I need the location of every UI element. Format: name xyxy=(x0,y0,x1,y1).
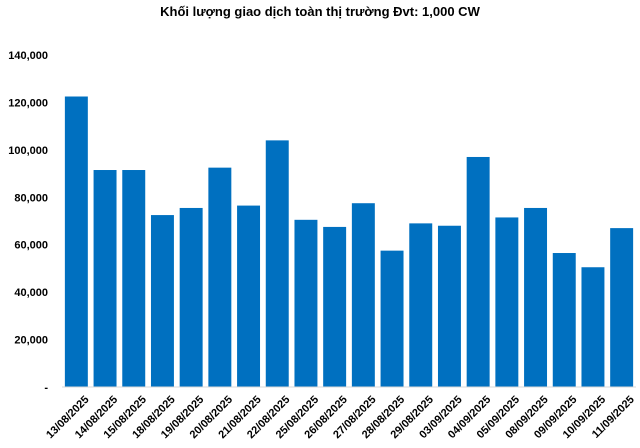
bar xyxy=(122,170,146,387)
bar xyxy=(64,96,88,387)
bar xyxy=(466,156,490,387)
bar xyxy=(208,167,232,387)
bar xyxy=(380,250,404,387)
bar xyxy=(581,267,605,387)
bar xyxy=(323,226,347,387)
y-tick-label: 120,000 xyxy=(8,97,48,109)
bar xyxy=(437,225,461,387)
bar xyxy=(351,203,375,387)
y-tick-label: 40,000 xyxy=(14,287,48,299)
y-tick-label: - xyxy=(44,382,48,394)
bar xyxy=(179,207,203,387)
y-axis: - 20,000 40,000 60,000 80,000 100,000 120,000 1… xyxy=(8,50,48,394)
y-tick-label: 20,000 xyxy=(14,335,48,347)
bar xyxy=(524,207,548,387)
bar xyxy=(552,253,576,387)
bar xyxy=(495,217,519,387)
y-tick-label: 100,000 xyxy=(8,145,48,157)
bars xyxy=(64,96,634,387)
bar xyxy=(610,228,634,387)
chart-title: Khối lượng giao dịch toàn thị trường Đvt… xyxy=(160,4,480,19)
y-tick-label: 140,000 xyxy=(8,50,48,62)
bar xyxy=(265,140,289,387)
bar xyxy=(93,170,117,387)
y-tick-label: 80,000 xyxy=(14,192,48,204)
bar xyxy=(150,215,174,387)
bar xyxy=(294,219,318,387)
bar xyxy=(237,205,261,387)
bar xyxy=(409,223,433,387)
x-axis: 13/08/202514/08/202515/08/202518/08/2025… xyxy=(44,386,637,441)
y-tick-label: 60,000 xyxy=(14,240,48,252)
